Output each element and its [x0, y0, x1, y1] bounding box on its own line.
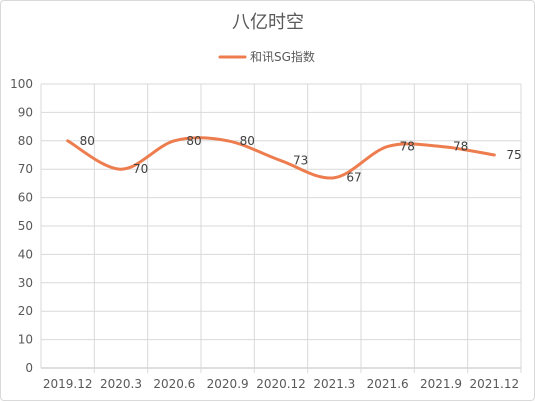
x-tick-label: 2021.6 [367, 377, 409, 391]
x-tick-label: 2021.12 [470, 377, 520, 391]
chart-title: 八亿时空 [232, 12, 304, 33]
data-labels: 80 70 80 80 73 67 78 78 75 [80, 134, 522, 185]
y-tick-label: 10 [18, 333, 33, 347]
legend: 和讯SG指数 [218, 49, 315, 64]
data-label: 73 [293, 154, 308, 168]
data-label: 78 [453, 139, 468, 153]
series-line [66, 136, 496, 180]
y-tick-label: 0 [25, 361, 33, 375]
y-tick-label: 70 [18, 162, 33, 176]
y-tick-label: 50 [18, 219, 33, 233]
y-tick-label: 80 [18, 134, 33, 148]
x-tick-label: 2020.3 [100, 377, 142, 391]
x-tick-label: 2020.9 [207, 377, 249, 391]
data-label: 80 [186, 134, 201, 148]
y-tick-label: 40 [18, 247, 33, 261]
grid [40, 83, 522, 373]
data-label: 78 [400, 139, 415, 153]
data-label: 80 [80, 134, 95, 148]
axes: 0 10 20 30 40 50 60 70 80 90 100 2019.12 2020.3 2020.… [10, 77, 519, 391]
data-label: 80 [240, 134, 255, 148]
legend-label: 和讯SG指数 [250, 49, 315, 64]
y-tick-label: 100 [10, 77, 33, 91]
series-layer [66, 136, 496, 180]
data-label: 67 [346, 171, 361, 185]
x-tick-label: 2019.12 [43, 377, 93, 391]
x-tick-label: 2020.6 [153, 377, 195, 391]
y-tick-label: 60 [18, 191, 33, 205]
x-tick-label: 2021.9 [420, 377, 462, 391]
y-tick-label: 20 [18, 304, 33, 318]
x-tick-label: 2020.12 [256, 377, 306, 391]
y-tick-label: 30 [18, 276, 33, 290]
data-label: 75 [506, 148, 521, 162]
y-tick-label: 90 [18, 105, 33, 119]
x-tick-label: 2021.3 [313, 377, 355, 391]
data-label: 70 [133, 162, 148, 176]
